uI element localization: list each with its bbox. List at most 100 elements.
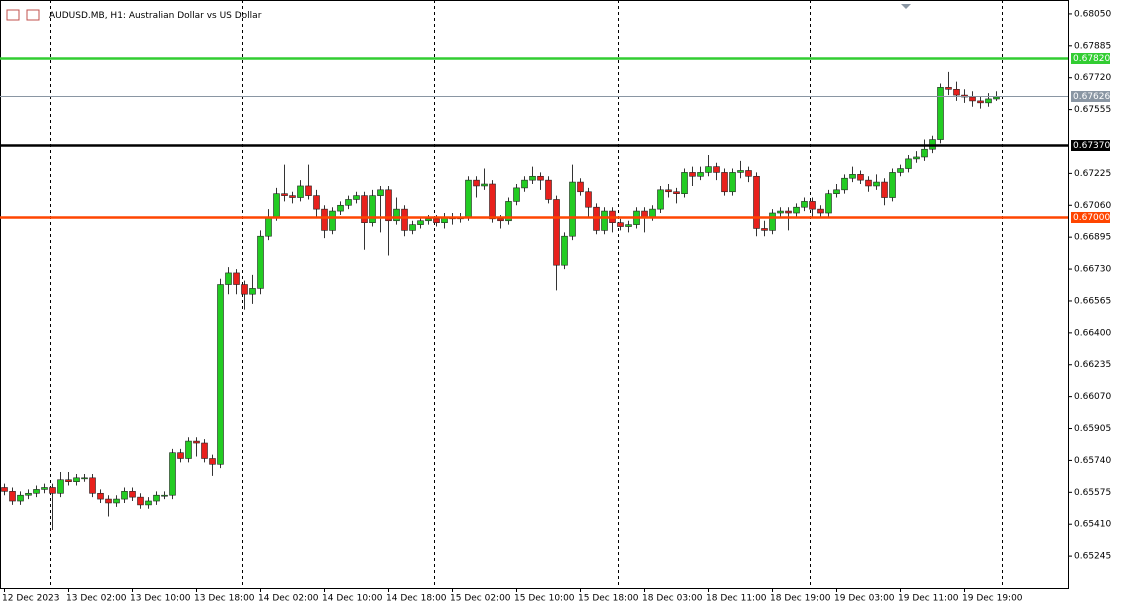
candle-body bbox=[665, 189, 672, 193]
candle-body bbox=[673, 191, 680, 194]
x-tick-label: 14 Dec 02:00 bbox=[258, 594, 319, 604]
candle-body bbox=[897, 168, 904, 173]
candle-body bbox=[113, 498, 120, 504]
candle-body bbox=[353, 195, 360, 200]
y-tick-label: 0.67225 bbox=[1074, 169, 1111, 179]
candle-body bbox=[297, 185, 304, 198]
x-tick-label: 18 Dec 11:00 bbox=[706, 594, 767, 604]
candle-body bbox=[969, 96, 976, 102]
candle-body bbox=[617, 222, 624, 227]
candle-body bbox=[793, 206, 800, 214]
candle-body bbox=[465, 179, 472, 218]
candle-body bbox=[657, 189, 664, 210]
candle-body bbox=[177, 452, 184, 459]
candle-body bbox=[737, 170, 744, 173]
y-tick-label: 0.66565 bbox=[1074, 296, 1111, 306]
candle-body bbox=[721, 172, 728, 193]
candle-body bbox=[569, 181, 576, 237]
candle-body bbox=[841, 177, 848, 191]
candle-body bbox=[225, 272, 232, 285]
candle-body bbox=[201, 442, 208, 459]
candle-body bbox=[745, 170, 752, 177]
candle-body bbox=[289, 195, 296, 198]
candle-body bbox=[937, 87, 944, 140]
candle-body bbox=[913, 156, 920, 160]
candle-body bbox=[777, 210, 784, 214]
candle-body bbox=[689, 172, 696, 177]
candle-body bbox=[577, 181, 584, 193]
candle-body bbox=[601, 210, 608, 231]
candle-body bbox=[121, 491, 128, 500]
candle-body bbox=[641, 210, 648, 218]
candle-body bbox=[81, 477, 88, 480]
icon bbox=[6, 9, 20, 21]
x-tick-label: 19 Dec 11:00 bbox=[898, 594, 959, 604]
candle-body bbox=[17, 494, 24, 502]
x-tick-label: 15 Dec 18:00 bbox=[578, 594, 639, 604]
candle-body bbox=[313, 195, 320, 210]
level-tag bbox=[1071, 212, 1110, 223]
candle-body bbox=[145, 500, 152, 506]
candle-body bbox=[905, 158, 912, 169]
chart-title: AUDUSD.MB, H1: Australian Dollar vs US D… bbox=[49, 11, 262, 21]
y-tick-label: 0.66235 bbox=[1074, 360, 1111, 370]
y-tick-label: 0.68050 bbox=[1074, 9, 1111, 19]
y-tick-label: 0.66070 bbox=[1074, 392, 1111, 402]
x-tick-label: 13 Dec 02:00 bbox=[66, 594, 127, 604]
y-tick-label: 0.66400 bbox=[1074, 328, 1111, 338]
candle-body bbox=[473, 179, 480, 187]
x-tick-label: 15 Dec 02:00 bbox=[450, 594, 511, 604]
candle-body bbox=[489, 183, 496, 220]
y-tick-label: 0.65575 bbox=[1074, 488, 1111, 498]
candle-body bbox=[873, 181, 880, 187]
candle-body bbox=[401, 208, 408, 231]
candle-body bbox=[497, 218, 504, 222]
y-tick-label: 0.67060 bbox=[1074, 201, 1111, 211]
candle-body bbox=[481, 183, 488, 187]
candle-body bbox=[241, 284, 248, 295]
candle-body bbox=[433, 218, 440, 223]
candle-body bbox=[585, 191, 592, 208]
candle-body bbox=[393, 208, 400, 222]
x-tick-label: 13 Dec 18:00 bbox=[194, 594, 255, 604]
x-tick-label: 12 Dec 2023 bbox=[2, 594, 60, 604]
candle-body bbox=[425, 218, 432, 222]
candle-body bbox=[361, 195, 368, 223]
x-tick-label: 14 Dec 18:00 bbox=[386, 594, 447, 604]
candle-body bbox=[857, 174, 864, 181]
candle-body bbox=[89, 477, 96, 494]
x-tick-label: 19 Dec 03:00 bbox=[834, 594, 895, 604]
x-tick-label: 19 Dec 19:00 bbox=[962, 594, 1023, 604]
y-tick-label: 0.65410 bbox=[1074, 520, 1111, 530]
candle-body bbox=[137, 496, 144, 506]
y-tick-label: 0.67555 bbox=[1074, 105, 1111, 115]
candle-body bbox=[209, 458, 216, 465]
candle-body bbox=[817, 208, 824, 214]
candle-body bbox=[417, 220, 424, 225]
x-tick-label: 18 Dec 19:00 bbox=[770, 594, 831, 604]
candle-body bbox=[257, 235, 264, 289]
level-label: 0.67000 bbox=[1073, 213, 1110, 223]
candle-body bbox=[265, 216, 272, 237]
y-tick-label: 0.66895 bbox=[1074, 233, 1111, 243]
candle-body bbox=[41, 487, 48, 490]
level-tag bbox=[1071, 53, 1110, 64]
candle-body bbox=[753, 175, 760, 229]
candle-body bbox=[865, 179, 872, 187]
shift-marker bbox=[901, 4, 911, 9]
x-tick-label: 18 Dec 03:00 bbox=[642, 594, 703, 604]
candle-body bbox=[761, 228, 768, 231]
y-tick-label: 0.65740 bbox=[1074, 456, 1111, 466]
candle-body bbox=[889, 172, 896, 198]
candle-body bbox=[105, 498, 112, 504]
y-tick-label: 0.66730 bbox=[1074, 265, 1111, 275]
candle-body bbox=[801, 201, 808, 208]
candle-body bbox=[825, 193, 832, 214]
candle-body bbox=[321, 208, 328, 231]
x-tick-label: 15 Dec 10:00 bbox=[514, 594, 575, 604]
candle-body bbox=[377, 189, 384, 196]
candle-body bbox=[953, 89, 960, 96]
candle-body bbox=[385, 189, 392, 222]
candle-body bbox=[153, 494, 160, 502]
